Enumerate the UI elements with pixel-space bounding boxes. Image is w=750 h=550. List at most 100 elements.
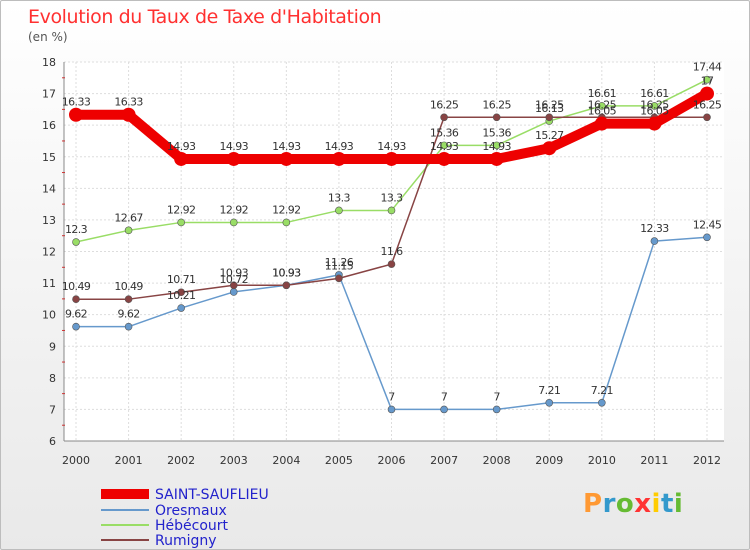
data-point bbox=[177, 288, 185, 297]
data-label: 16.25 bbox=[640, 98, 669, 111]
chart-title: Evolution du Taux de Taxe d'Habitation bbox=[28, 6, 382, 28]
data-point bbox=[594, 116, 609, 131]
data-point bbox=[492, 405, 501, 414]
data-label: 16.61 bbox=[588, 87, 617, 100]
data-label: 13.3 bbox=[380, 191, 403, 204]
data-label: 14.93 bbox=[482, 140, 511, 153]
data-point bbox=[124, 226, 133, 235]
data-point bbox=[647, 116, 662, 131]
data-label: 7.21 bbox=[538, 384, 560, 397]
data-label: 12.67 bbox=[114, 211, 143, 224]
data-point bbox=[387, 260, 396, 268]
data-label: 7 bbox=[493, 390, 500, 403]
data-point bbox=[703, 113, 711, 122]
x-tick-label: 2000 bbox=[62, 454, 90, 467]
data-point bbox=[440, 141, 448, 150]
data-point bbox=[489, 151, 504, 166]
data-point bbox=[177, 304, 185, 312]
y-tick-label: 10 bbox=[42, 309, 56, 322]
data-point bbox=[440, 113, 448, 122]
data-label: 12.33 bbox=[640, 222, 669, 235]
data-label: 11.6 bbox=[380, 245, 403, 258]
data-label: 14.93 bbox=[167, 140, 196, 153]
data-label: 14.93 bbox=[377, 140, 406, 153]
data-point bbox=[72, 295, 80, 303]
data-point bbox=[282, 218, 291, 227]
data-point bbox=[545, 398, 554, 407]
data-label: 10.49 bbox=[62, 280, 91, 293]
y-tick-label: 11 bbox=[42, 277, 56, 290]
data-point bbox=[598, 398, 606, 407]
y-tick-label: 12 bbox=[42, 246, 56, 259]
data-point bbox=[177, 218, 185, 227]
data-point bbox=[700, 86, 714, 101]
data-point bbox=[282, 281, 291, 290]
y-tick-label: 18 bbox=[42, 56, 56, 69]
data-label: 16.25 bbox=[482, 98, 511, 111]
data-point bbox=[492, 113, 501, 122]
data-point bbox=[174, 151, 189, 166]
data-point bbox=[229, 288, 238, 296]
legend-label: Rumigny bbox=[155, 533, 217, 549]
y-tick-label: 9 bbox=[49, 340, 56, 353]
data-point bbox=[440, 405, 448, 414]
data-label: 11.15 bbox=[325, 259, 354, 272]
data-point bbox=[387, 206, 396, 215]
legend-label: Hébécourt bbox=[155, 518, 229, 534]
y-tick-label: 17 bbox=[42, 88, 56, 101]
data-point bbox=[650, 237, 659, 245]
data-label: 11.26 bbox=[325, 256, 354, 269]
data-label: 16.25 bbox=[535, 98, 564, 111]
data-point bbox=[437, 151, 452, 166]
x-tick-label: 2007 bbox=[430, 454, 458, 467]
data-label: 16.33 bbox=[62, 96, 91, 109]
x-tick-label: 2010 bbox=[588, 454, 616, 467]
unit-label: (en %) bbox=[28, 30, 68, 44]
x-tick-label: 2002 bbox=[167, 454, 195, 467]
data-label: 12.3 bbox=[65, 223, 88, 236]
data-label: 16.33 bbox=[114, 96, 143, 109]
data-label: 7 bbox=[388, 390, 395, 403]
data-label: 10.71 bbox=[167, 273, 196, 286]
data-point bbox=[72, 322, 80, 331]
x-tick-label: 2003 bbox=[220, 454, 248, 467]
data-label: 9.62 bbox=[118, 308, 140, 321]
x-tick-label: 2008 bbox=[483, 454, 511, 467]
data-label: 14.93 bbox=[430, 140, 459, 153]
data-point bbox=[124, 295, 133, 303]
data-point bbox=[598, 102, 606, 110]
data-label: 16.25 bbox=[693, 98, 722, 111]
y-tick-label: 15 bbox=[42, 151, 56, 164]
data-label: 10.93 bbox=[272, 266, 301, 279]
y-tick-label: 13 bbox=[42, 214, 56, 227]
x-tick-label: 2012 bbox=[693, 454, 721, 467]
legend-label: Oresmaux bbox=[155, 503, 227, 519]
data-point bbox=[124, 322, 133, 331]
data-label: 14.93 bbox=[272, 140, 301, 153]
data-label: 16.25 bbox=[430, 98, 459, 111]
data-label: 15.36 bbox=[430, 126, 459, 139]
data-label: 14.93 bbox=[325, 140, 354, 153]
x-tick-label: 2001 bbox=[115, 454, 143, 467]
proxiti-logo: Proxiti bbox=[583, 489, 684, 519]
data-point bbox=[72, 238, 80, 246]
data-label: 16.61 bbox=[640, 87, 669, 100]
data-point bbox=[545, 113, 554, 122]
y-tick-label: 14 bbox=[42, 182, 56, 195]
y-tick-label: 8 bbox=[49, 372, 56, 385]
data-point bbox=[703, 233, 711, 242]
data-label: 12.92 bbox=[220, 203, 249, 216]
data-label: 16.13 bbox=[535, 102, 564, 115]
data-label: 10.93 bbox=[272, 266, 301, 279]
x-tick-label: 2011 bbox=[640, 454, 668, 467]
data-point bbox=[335, 274, 343, 283]
data-label: 13.3 bbox=[328, 191, 351, 204]
data-point bbox=[229, 218, 238, 227]
y-tick-label: 16 bbox=[42, 119, 56, 132]
data-label: 7 bbox=[441, 390, 448, 403]
data-label: 12.92 bbox=[167, 203, 196, 216]
data-point bbox=[542, 141, 557, 156]
x-tick-label: 2005 bbox=[325, 454, 353, 467]
